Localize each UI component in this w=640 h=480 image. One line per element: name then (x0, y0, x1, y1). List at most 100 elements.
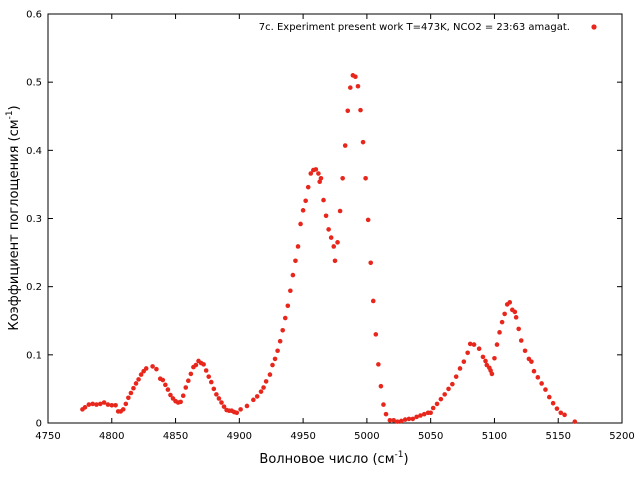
data-point (138, 372, 144, 377)
y-tick-label: 0.1 (26, 350, 42, 361)
data-point (348, 85, 353, 90)
data-points (80, 73, 578, 424)
x-axis-title: Волновое число (см-1) (259, 450, 408, 467)
legend-marker (591, 24, 597, 30)
data-point (522, 348, 528, 354)
data-point (535, 375, 541, 380)
data-point (558, 410, 564, 416)
data-point (383, 411, 389, 417)
x-tick-label: 5000 (354, 431, 379, 442)
data-point (512, 309, 518, 315)
y-tick-label: 0.5 (26, 78, 42, 89)
data-point (238, 407, 243, 412)
data-point (529, 359, 534, 364)
data-point (277, 338, 283, 344)
data-point (539, 381, 544, 386)
data-point (335, 240, 340, 245)
data-point (381, 402, 386, 407)
data-point (214, 392, 219, 397)
data-point (516, 326, 521, 332)
data-point (154, 366, 159, 372)
data-point (461, 359, 467, 364)
x-tick-label: 5050 (418, 431, 443, 442)
data-point (353, 74, 358, 80)
data-point (355, 83, 361, 89)
data-point (216, 396, 222, 401)
data-point (254, 394, 260, 399)
data-point (562, 412, 567, 418)
data-point (128, 390, 134, 396)
data-point (120, 407, 126, 412)
data-point (363, 175, 368, 181)
data-point (492, 355, 497, 361)
x-tick-label: 5200 (609, 431, 634, 442)
x-tick-label: 4800 (99, 431, 124, 442)
data-point (94, 402, 99, 407)
data-point (450, 381, 455, 387)
data-point (550, 400, 556, 406)
data-point (183, 385, 189, 390)
data-point (105, 402, 111, 407)
data-point (303, 198, 308, 204)
data-point (337, 208, 343, 214)
data-point (332, 258, 338, 264)
data-point (267, 372, 273, 377)
data-point (290, 272, 296, 278)
data-point (163, 382, 168, 388)
data-point (261, 385, 266, 390)
data-point (489, 371, 495, 377)
data-point (328, 235, 334, 240)
data-point (453, 374, 459, 379)
y-tick-label: 0.3 (26, 214, 42, 225)
data-point (178, 399, 183, 405)
data-point (391, 417, 396, 423)
data-point (502, 311, 507, 317)
data-point (358, 107, 363, 113)
data-point (263, 379, 269, 384)
x-tick-label: 4850 (163, 431, 188, 442)
data-point (308, 171, 314, 176)
data-point (572, 419, 578, 424)
data-point (497, 330, 502, 335)
data-point (101, 400, 107, 405)
x-tick-label: 4950 (290, 431, 315, 442)
data-point (438, 396, 444, 402)
data-point (483, 358, 488, 364)
data-point (480, 354, 486, 360)
data-point (399, 418, 404, 424)
data-point (165, 387, 171, 392)
data-point (543, 387, 548, 392)
data-point (387, 417, 393, 423)
data-point (531, 368, 537, 374)
data-point (123, 401, 129, 407)
y-tick-label: 0.4 (26, 146, 42, 157)
data-point (90, 401, 95, 407)
data-point (186, 378, 191, 384)
data-point (331, 244, 337, 249)
data-point (126, 395, 131, 401)
data-point (467, 341, 473, 347)
data-point (378, 383, 384, 389)
data-point (258, 389, 264, 394)
data-point (370, 298, 376, 304)
data-point (244, 403, 250, 409)
x-tick-label: 5100 (482, 431, 507, 442)
data-point (360, 139, 366, 145)
data-point (406, 416, 412, 422)
x-tick-label: 4900 (227, 431, 252, 442)
data-point (201, 362, 206, 367)
data-point (136, 377, 141, 382)
data-point (234, 410, 240, 416)
data-point (109, 402, 115, 408)
data-point (395, 419, 400, 424)
data-point (418, 413, 423, 418)
data-point (305, 184, 311, 190)
data-point (251, 397, 256, 403)
data-point (368, 260, 374, 266)
data-point (300, 208, 306, 213)
x-tick-label: 5150 (545, 431, 570, 442)
data-point (518, 338, 524, 343)
data-point (457, 366, 463, 371)
data-point (208, 379, 214, 385)
